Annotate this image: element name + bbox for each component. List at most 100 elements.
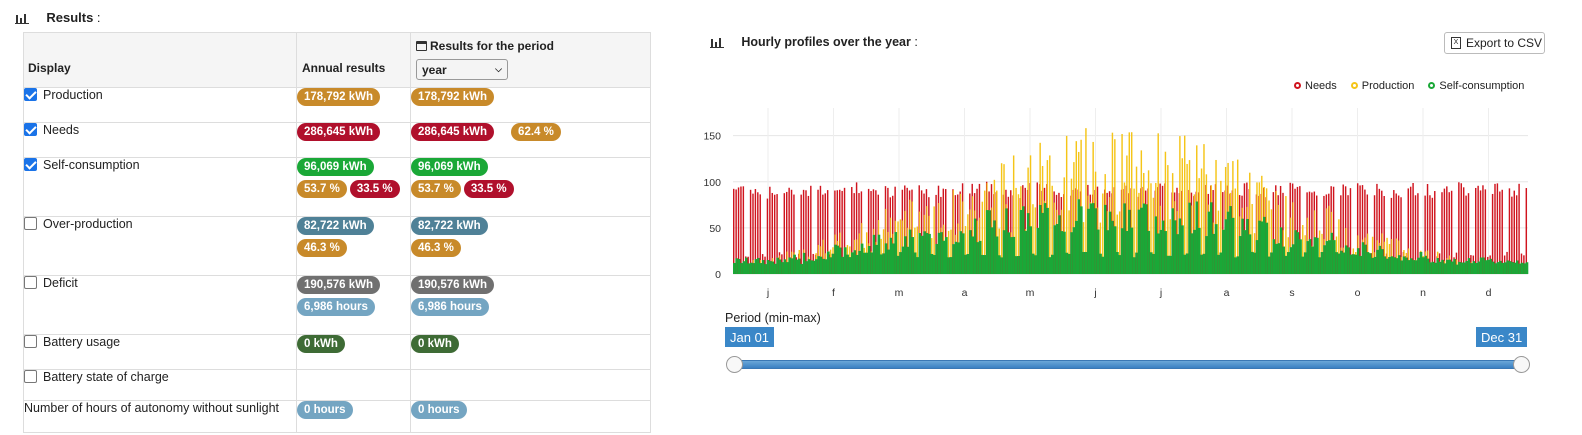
display-checkbox[interactable] <box>24 88 37 101</box>
self-consumption-bar <box>841 256 845 274</box>
bar-chart-icon <box>15 13 29 25</box>
production-bar <box>916 226 919 274</box>
display-checkbox[interactable] <box>24 123 37 136</box>
production-bar <box>882 229 885 274</box>
self-consumption-bar <box>1294 230 1298 274</box>
self-consumption-bar <box>1337 253 1341 274</box>
self-consumption-bar <box>843 247 847 274</box>
self-consumption-bar <box>988 210 992 274</box>
needs-bar <box>790 189 793 274</box>
export-csv-button[interactable]: X Export to CSV <box>1444 32 1545 54</box>
row-label-cell: Production <box>23 87 297 123</box>
legend-item[interactable]: Self-consumption <box>1428 80 1524 92</box>
self-consumption-bar <box>788 257 792 274</box>
production-bar <box>1017 194 1020 274</box>
production-bar <box>1256 182 1258 274</box>
production-bar <box>1051 185 1053 274</box>
self-consumption-bar <box>1496 262 1500 274</box>
self-consumption-bar <box>740 263 743 274</box>
self-consumption-bar <box>976 242 980 274</box>
display-checkbox[interactable] <box>24 158 37 171</box>
annual-badge: 178,792 kWh <box>297 88 381 106</box>
self-consumption-bar <box>733 262 736 274</box>
period-select[interactable]: year ⌵ <box>416 59 508 80</box>
needs-bar <box>1393 190 1395 274</box>
production-bar <box>1302 225 1304 274</box>
self-consumption-bar <box>966 253 970 274</box>
self-consumption-bar <box>1094 208 1098 274</box>
self-consumption-bar <box>1200 254 1204 274</box>
self-consumption-bar <box>887 249 890 274</box>
self-consumption-bar <box>778 259 782 274</box>
self-consumption-bar <box>879 254 883 274</box>
self-consumption-bar <box>1434 262 1437 274</box>
self-consumption-bar <box>1046 207 1049 274</box>
needs-bar <box>1296 186 1299 274</box>
needs-bar <box>1378 188 1381 274</box>
needs-bar <box>1359 185 1361 274</box>
self-consumption-bar <box>1193 229 1196 274</box>
self-consumption-bar <box>810 260 813 274</box>
self-consumption-bar <box>1354 254 1358 274</box>
self-consumption-bar <box>973 218 977 274</box>
legend-item[interactable]: Production <box>1350 80 1414 92</box>
production-bar <box>1147 170 1150 274</box>
needs-bar <box>1332 186 1335 274</box>
needs-bar <box>733 188 735 274</box>
needs-bar <box>1349 188 1352 274</box>
display-checkbox[interactable] <box>24 335 37 348</box>
needs-bar <box>1511 196 1513 274</box>
self-consumption-bar <box>846 254 849 274</box>
range-handle-max[interactable] <box>1513 356 1530 373</box>
annual-badge: 0 hours <box>297 401 353 419</box>
self-consumption-bar <box>1178 218 1182 274</box>
production-bar <box>933 206 935 274</box>
range-slider-track[interactable] <box>735 360 1522 369</box>
needs-bar <box>1465 195 1467 274</box>
production-bar <box>1012 155 1015 274</box>
production-bar <box>1135 166 1138 274</box>
display-checkbox[interactable] <box>24 276 37 289</box>
needs-bar <box>1383 196 1385 274</box>
range-handle-min[interactable] <box>726 356 743 373</box>
result-row: Number of hours of autonomy without sunl… <box>23 400 651 433</box>
needs-bar <box>1443 188 1446 274</box>
production-bar <box>1371 236 1374 274</box>
y-tick-label: 0 <box>715 269 721 281</box>
period-cell: 82,722 kWh 46.3 % <box>410 216 651 276</box>
self-consumption-bar <box>872 234 876 274</box>
self-consumption-bar <box>1270 252 1273 274</box>
needs-bar <box>841 190 843 274</box>
self-consumption-bar <box>1029 226 1033 274</box>
production-bar <box>1285 196 1287 274</box>
legend-item[interactable]: Needs <box>1294 80 1337 92</box>
self-consumption-bar <box>911 237 914 274</box>
needs-bar <box>1308 191 1311 274</box>
needs-bar <box>1311 192 1313 274</box>
production-bar <box>1270 209 1273 274</box>
self-consumption-bar <box>1164 231 1167 274</box>
production-bar <box>1249 172 1251 274</box>
production-bar <box>1338 219 1340 274</box>
needs-bar <box>1508 188 1511 274</box>
self-consumption-bar <box>1511 262 1514 274</box>
self-consumption-bar <box>1079 206 1083 274</box>
display-checkbox[interactable] <box>24 370 37 383</box>
self-consumption-bar <box>1171 208 1175 274</box>
x-tick-label: m <box>895 287 904 299</box>
needs-bar <box>1525 188 1528 274</box>
period-badge: 0 kWh <box>411 335 459 353</box>
bar-chart-icon <box>710 37 724 49</box>
display-checkbox[interactable] <box>24 217 37 230</box>
self-consumption-bar <box>1104 204 1107 274</box>
result-row: Needs 286,645 kWh 286,645 kWh 62.4 % <box>23 122 651 158</box>
self-consumption-bar <box>1472 261 1476 274</box>
self-consumption-bar <box>957 242 960 274</box>
self-consumption-bar <box>1012 236 1016 274</box>
row-label: Production <box>43 88 103 102</box>
annual-badge: 82,722 kWh <box>297 217 374 235</box>
self-consumption-bar <box>1065 252 1069 274</box>
self-consumption-bar <box>1340 250 1343 274</box>
self-consumption-bar <box>1385 258 1389 274</box>
self-consumption-bar <box>1053 225 1057 274</box>
